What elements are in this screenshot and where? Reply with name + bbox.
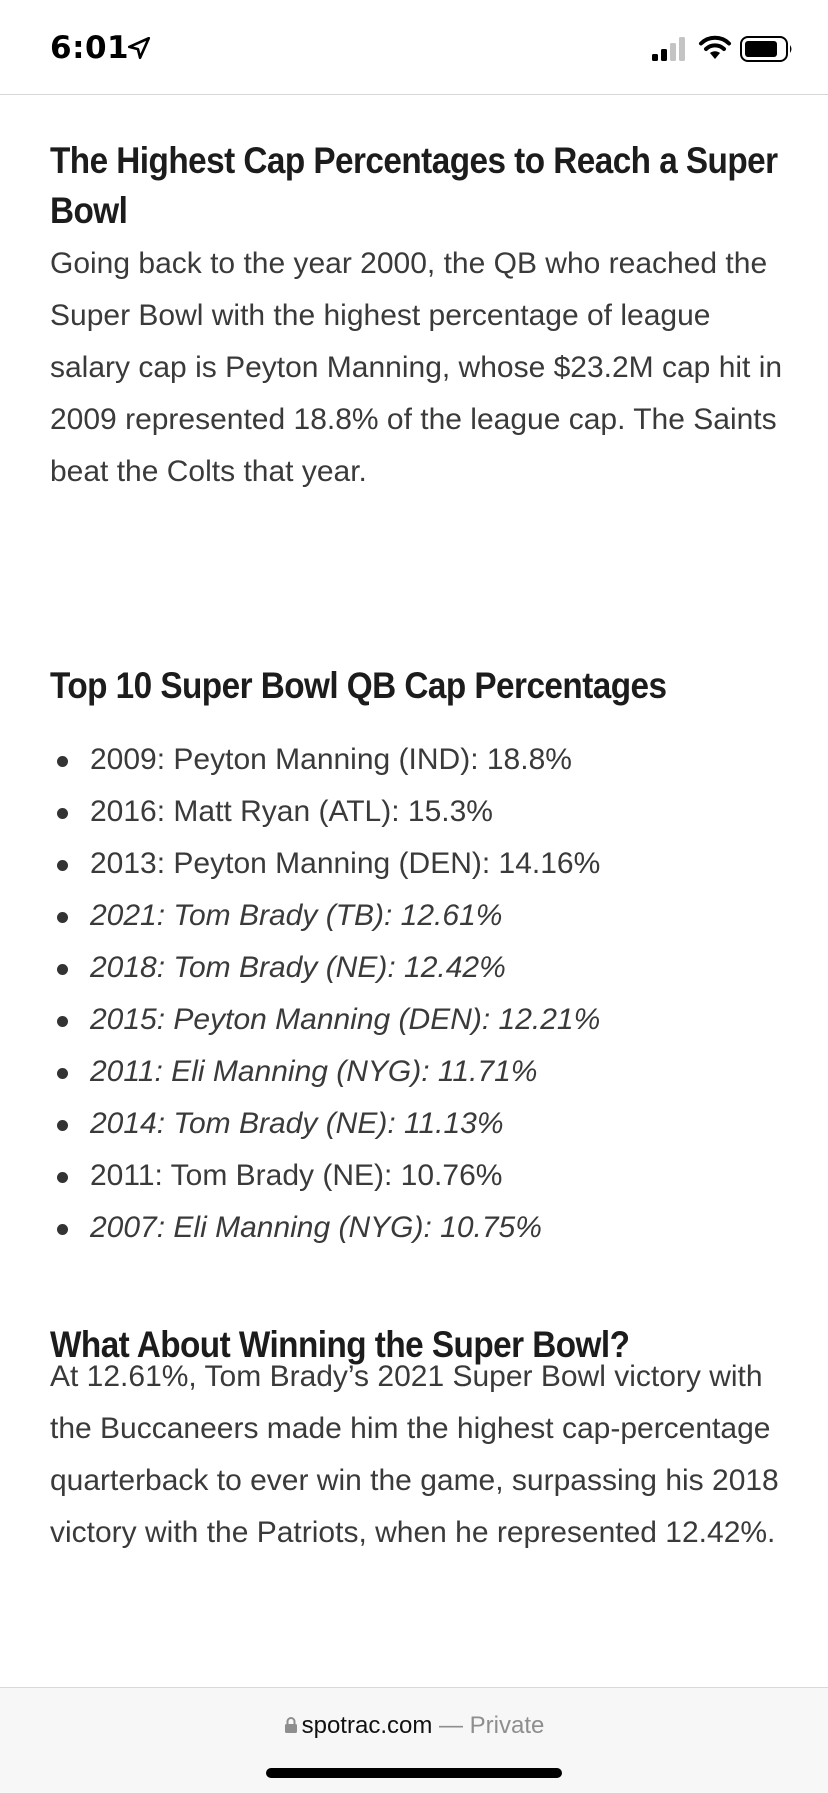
lock-icon <box>284 1717 297 1733</box>
list-item-text: 2014: Tom Brady (NE): 11.13% <box>90 1107 504 1140</box>
private-label: Private <box>469 1712 545 1739</box>
bullet-icon <box>57 860 68 871</box>
section-heading-winning: What About Winning the Super Bowl? <box>50 1324 630 1365</box>
cell-signal-icon <box>652 37 685 61</box>
list-item: 2021: Tom Brady (TB): 12.61% <box>50 890 600 942</box>
bullet-icon <box>57 912 68 923</box>
list-item: 2016: Matt Ryan (ATL): 15.3% <box>50 786 600 838</box>
list-item-text: 2018: Tom Brady (NE): 12.42% <box>90 951 506 984</box>
list-item: 2011: Eli Manning (NYG): 11.71% <box>50 1046 600 1098</box>
wifi-icon <box>699 35 731 59</box>
list-item-text: 2011: Tom Brady (NE): 10.76% <box>90 1159 503 1192</box>
browser-bottom-bar: spotrac.com — Private <box>0 1687 828 1793</box>
section-heading-cap-percentages: The Highest Cap Percentages to Reach a S… <box>50 140 778 231</box>
list-item-text: 2007: Eli Manning (NYG): 10.75% <box>90 1211 542 1244</box>
list-item-text: 2015: Peyton Manning (DEN): 12.21% <box>90 1003 601 1036</box>
bullet-icon <box>57 1068 68 1079</box>
list-item-text: 2013: Peyton Manning (DEN): 14.16% <box>90 847 601 880</box>
list-item-text: 2016: Matt Ryan (ATL): 15.3% <box>90 795 493 828</box>
list-item: 2011: Tom Brady (NE): 10.76% <box>50 1150 600 1202</box>
bullet-icon <box>57 1224 68 1235</box>
bullet-icon <box>57 964 68 975</box>
section-body-winning: At 12.61%, Tom Brady’s 2021 Super Bowl v… <box>50 1360 779 1549</box>
battery-icon <box>740 36 792 62</box>
list-item-text: 2021: Tom Brady (TB): 12.61% <box>90 899 503 932</box>
list-item: 2013: Peyton Manning (DEN): 14.16% <box>50 838 600 890</box>
url-separator: — <box>432 1712 470 1739</box>
top-10-list: 2009: Peyton Manning (IND): 18.8% 2016: M… <box>50 734 600 1254</box>
home-indicator[interactable] <box>266 1768 562 1778</box>
location-arrow-icon <box>127 36 151 60</box>
bullet-icon <box>57 756 68 767</box>
bullet-icon <box>57 1120 68 1131</box>
bullet-icon <box>57 1016 68 1027</box>
section-heading-top-10: Top 10 Super Bowl QB Cap Percentages <box>50 665 667 706</box>
list-item: 2007: Eli Manning (NYG): 10.75% <box>50 1202 600 1254</box>
list-item: 2015: Peyton Manning (DEN): 12.21% <box>50 994 600 1046</box>
list-item-text: 2011: Eli Manning (NYG): 11.71% <box>90 1055 538 1088</box>
status-bar: 6:01 <box>0 0 828 95</box>
status-time: 6:01 <box>50 30 130 66</box>
section-body-cap-percentages: Going back to the year 2000, the QB who … <box>50 247 783 488</box>
list-item: 2018: Tom Brady (NE): 12.42% <box>50 942 600 994</box>
url-bar[interactable]: spotrac.com — Private <box>0 1712 828 1740</box>
list-item: 2009: Peyton Manning (IND): 18.8% <box>50 734 600 786</box>
bullet-icon <box>57 808 68 819</box>
list-item: 2014: Tom Brady (NE): 11.13% <box>50 1098 600 1150</box>
bullet-icon <box>57 1172 68 1183</box>
list-item-text: 2009: Peyton Manning (IND): 18.8% <box>90 743 572 776</box>
url-domain: spotrac.com <box>301 1712 433 1739</box>
